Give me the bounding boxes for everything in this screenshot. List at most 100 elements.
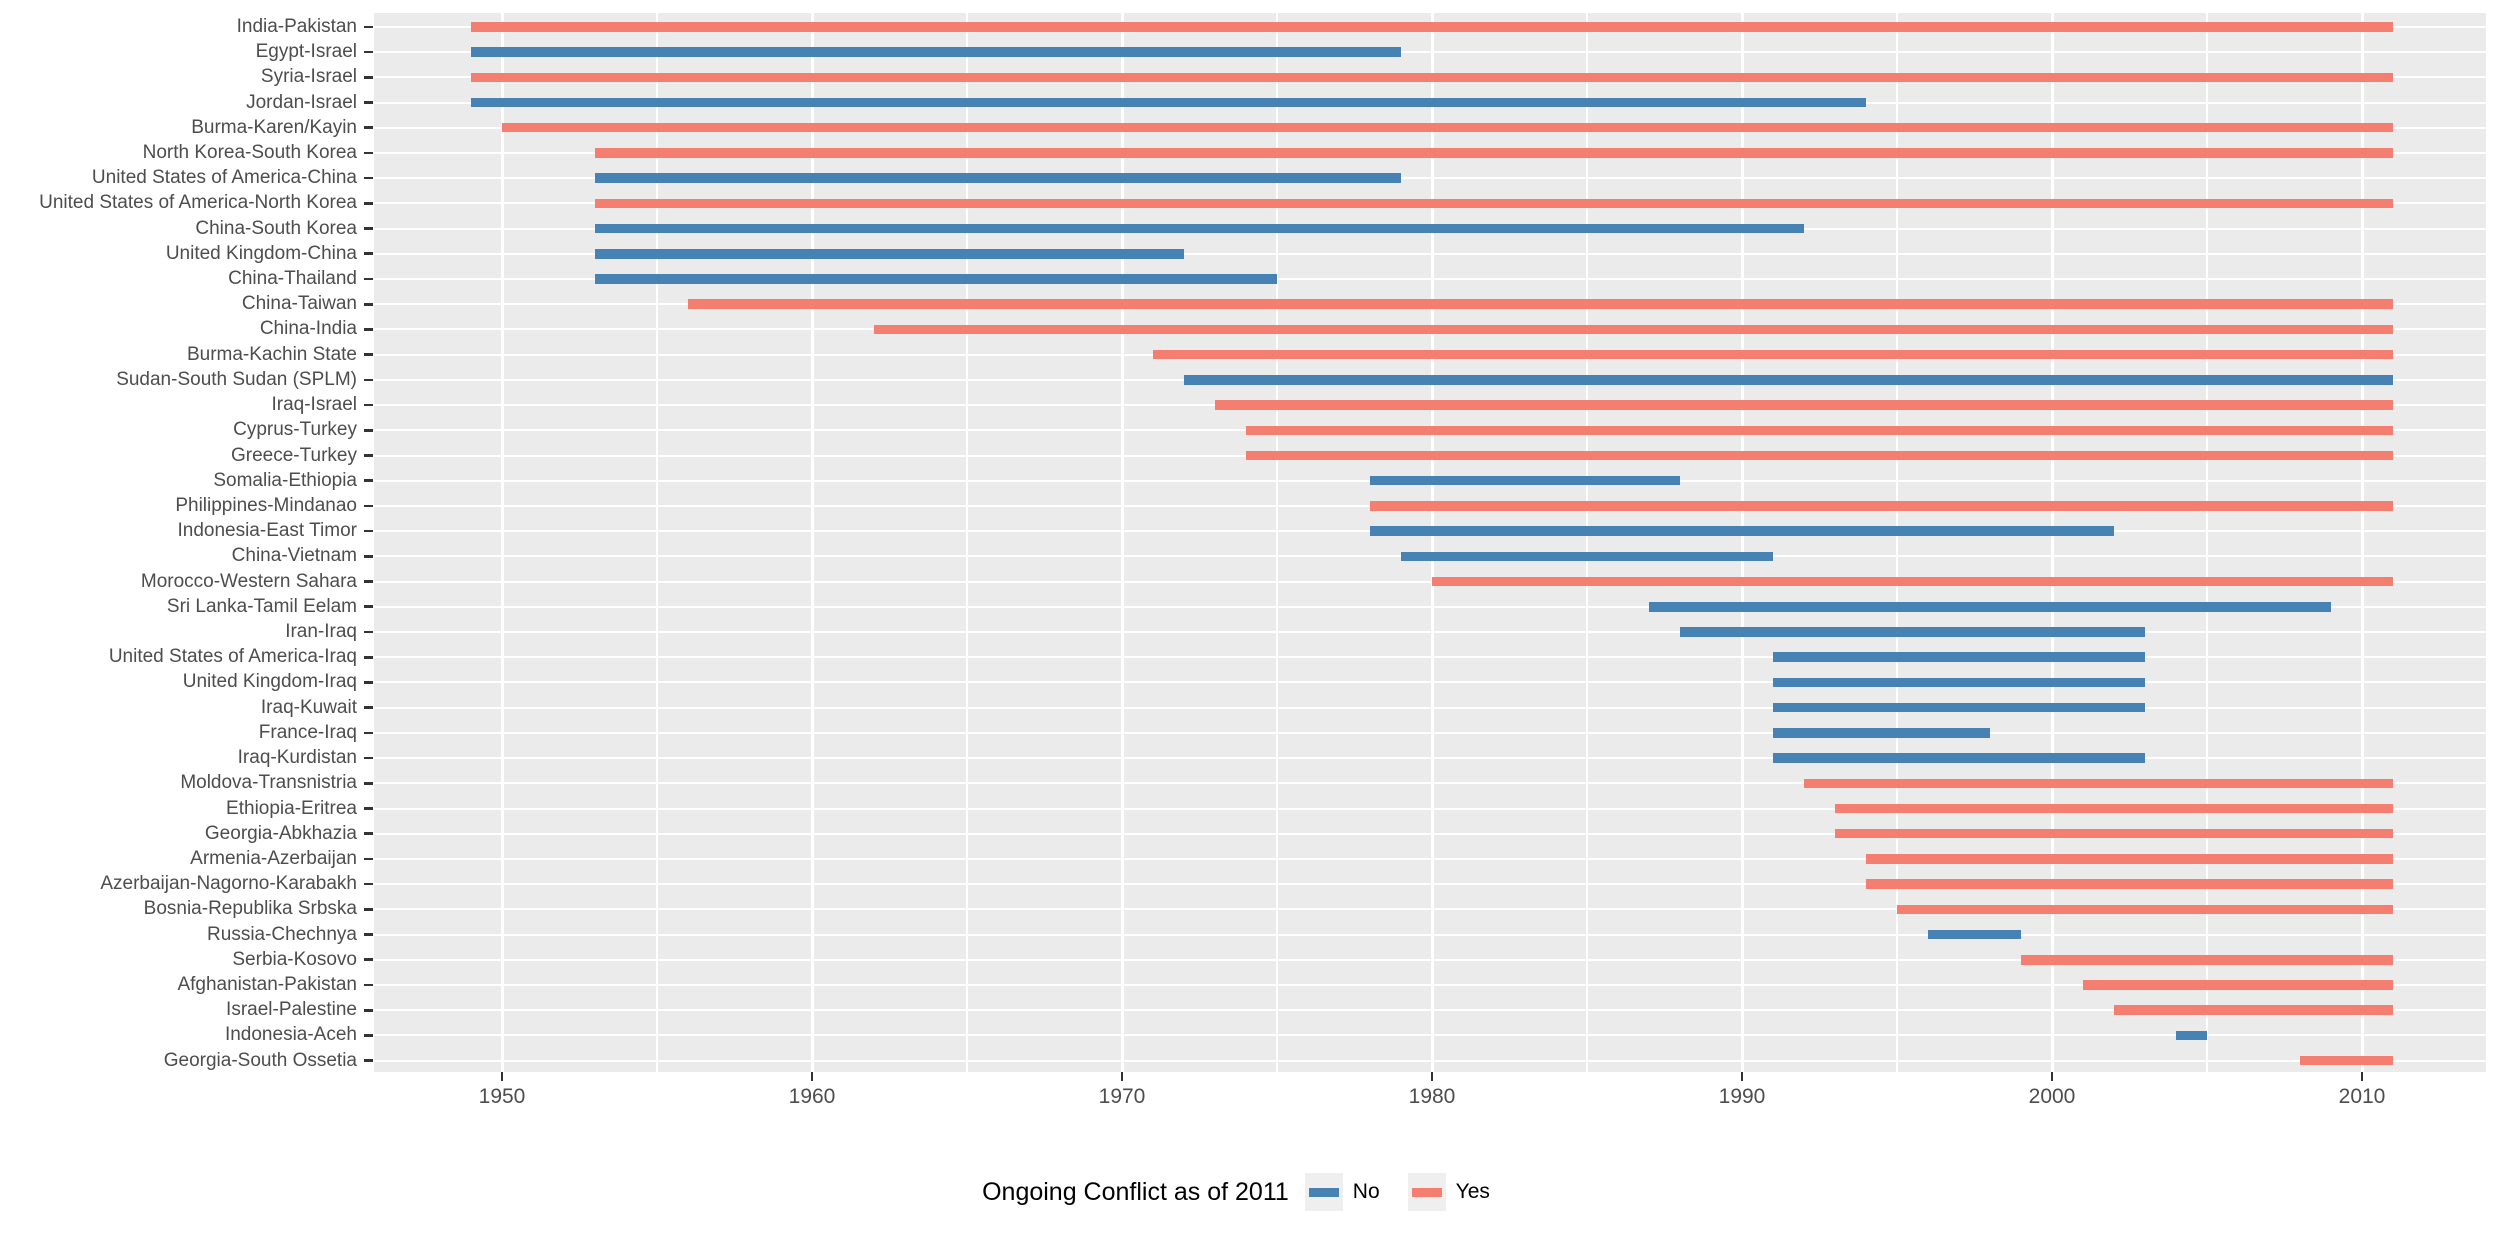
conflict-bar [1773,677,2145,688]
x-tick [1740,1072,1744,1081]
row-label: Moldova-Transnistria [180,772,357,794]
conflict-bar [595,249,1184,259]
legend-title: Ongoing Conflict as of 2011 [982,1177,1289,1206]
y-tick [364,555,373,558]
row-label: United Kingdom-Iraq [182,671,357,693]
conflict-bar [1370,475,1680,486]
row-label: Morocco-Western Sahara [140,570,357,592]
y-tick [364,328,373,331]
y-tick [364,580,373,583]
h-gridline [374,631,2486,633]
row-label: Sudan-South Sudan (SPLM) [116,368,357,390]
conflict-bar [2021,955,2393,965]
v-gridline-major [2050,13,2054,1072]
h-gridline [374,706,2486,709]
conflict-bar [874,324,2393,335]
row-label: Philippines-Mindanao [175,494,357,516]
row-label: Jordan-Israel [246,91,357,113]
row-label: Afghanistan-Pakistan [177,974,357,995]
v-gridline-major [500,13,504,1072]
h-gridline [374,177,2486,180]
h-gridline [374,958,2486,961]
conflict-bar [2300,1055,2393,1066]
y-tick [364,1008,373,1012]
conflict-bar [1153,349,2393,360]
row-label: Syria-Israel [260,66,357,88]
x-tick [1120,1072,1124,1081]
h-gridline [374,832,2486,835]
y-tick [364,807,373,810]
y-tick [364,151,373,155]
legend-label-yes: Yes [1455,1180,1490,1203]
y-tick [364,706,373,709]
conflict-bar [471,22,2393,32]
y-tick [364,605,373,609]
legend-label-no: No [1352,1180,1380,1203]
x-tick-label: 2010 [2338,1085,2386,1108]
h-gridline [374,933,2486,936]
y-tick [364,252,373,256]
conflict-bar [2176,1030,2207,1041]
row-label: United States of America-Iraq [108,646,357,668]
conflict-bar [1649,602,2331,612]
v-gridline-major [810,13,814,1072]
row-label: Iraq-Kurdistan [237,747,357,769]
y-tick [364,958,373,962]
row-label: Georgia-South Ossetia [163,1049,357,1071]
h-gridline [374,1059,2486,1062]
row-label: United Kingdom-China [165,242,357,264]
panel [374,13,2486,1072]
conflict-bar [2114,1005,2393,1015]
conflict-bar [1773,753,2145,763]
y-tick [364,75,373,79]
conflict-bar [471,97,1866,108]
y-tick [364,403,373,407]
x-tick-label: 1970 [1098,1085,1146,1108]
row-label: Bosnia-Republika Srbska [143,898,357,920]
h-gridline [374,857,2486,860]
row-label: Sri Lanka-Tamil Eelam [166,595,357,617]
h-gridline [374,580,2486,583]
y-tick [364,428,373,432]
x-tick [500,1072,504,1081]
row-label: United States of America-North Korea [39,192,357,214]
row-label: Indonesia-East Timor [177,520,357,542]
row-label: Cyprus-Turkey [233,419,357,441]
y-tick [364,781,373,785]
row-label: China-Vietnam [231,545,357,567]
conflict-bar [1401,551,1773,562]
conflict-bar [1370,526,2114,536]
conflict-bar [1246,450,2393,461]
conflict-bar [1773,728,1990,738]
h-gridline [374,656,2486,659]
row-label: China-South Korea [195,217,357,239]
conflict-bar [595,173,1401,183]
row-label: Burma-Kachin State [186,343,357,365]
conflict-bar [2083,980,2393,990]
y-tick [364,1059,373,1062]
conflict-bar [1184,375,2393,385]
y-tick [364,655,373,659]
y-tick [364,277,373,281]
x-tick [2050,1072,2054,1081]
h-gridline [374,278,2486,280]
y-tick [364,731,373,735]
legend-swatch-yes-icon [1411,1187,1442,1197]
legend-swatch-no-icon [1308,1187,1339,1197]
row-label: Indonesia-Aceh [224,1024,357,1046]
row-label: Burma-Karen/Kayin [191,116,357,138]
x-tick-label: 1960 [788,1085,836,1108]
conflict-bar [688,299,2393,309]
y-tick [364,126,373,130]
y-tick [364,1034,373,1037]
y-tick [364,378,373,382]
conflict-bar [1370,501,2393,511]
conflict-bar [595,198,2393,209]
y-tick [364,202,373,205]
row-label: Armenia-Azerbaijan [190,847,357,869]
conflict-bar [1773,652,2145,662]
x-tick-label: 1950 [478,1085,526,1108]
row-label: India-Pakistan [236,15,357,37]
legend-key-no [1304,1173,1343,1211]
